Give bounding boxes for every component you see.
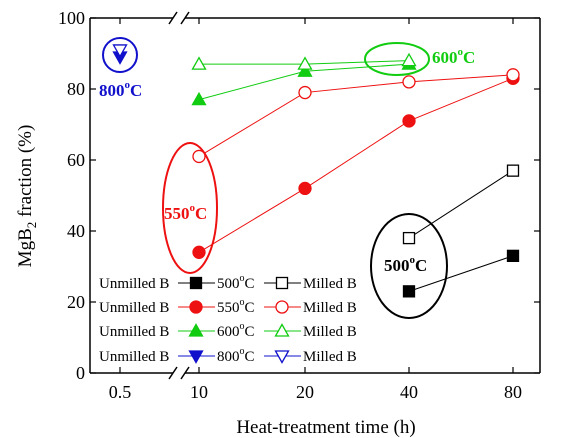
break-mark-top-2 xyxy=(180,11,190,25)
legend-row-800: Unmilled B 800oC Milled B xyxy=(99,346,357,365)
annotation-600-value: 600 xyxy=(432,48,458,67)
x-tick-label-20: 20 xyxy=(296,382,314,402)
annotation-ellipse-550 xyxy=(162,142,218,274)
legend-right-label: Milled B xyxy=(303,276,357,292)
annotation-800-value: 800 xyxy=(99,81,125,100)
x-tick-label-80: 80 xyxy=(504,382,522,402)
annotation-550-value: 550 xyxy=(164,204,190,223)
legend-marker-filled-600 xyxy=(188,323,204,337)
point-550-c-milled-b-40 xyxy=(402,75,416,89)
y-tick-label-0: 0 xyxy=(76,363,85,383)
annotation-600-unit: C xyxy=(463,48,475,67)
point-600-c-milled-b-10 xyxy=(191,56,207,70)
x-tick-label-0-5: 0.5 xyxy=(109,382,132,402)
x-axis-label: Heat-treatment time (h) xyxy=(236,417,415,438)
break-mark-bottom-2 xyxy=(180,366,190,380)
annotation-550: 550oC xyxy=(164,202,207,223)
annotation-500-degree: o xyxy=(410,254,416,266)
y-tick-label-60: 60 xyxy=(67,150,85,170)
legend-left-label: Unmilled B xyxy=(99,276,169,292)
series-800-c-milled-b xyxy=(112,44,128,58)
legend-marker-open-550 xyxy=(275,300,289,314)
annotation-550-degree: o xyxy=(190,202,196,214)
series-550-c-milled-b xyxy=(192,68,520,164)
legend-marker-open-800 xyxy=(274,350,290,364)
y-tick-label-40: 40 xyxy=(67,221,85,241)
legend-row-550: Unmilled B 550oC Milled B xyxy=(99,297,357,316)
legend-temp-label: 500oC xyxy=(217,273,255,292)
point-800-c-milled-b-0-5 xyxy=(112,44,128,58)
point-550-c-unmilled-b-20 xyxy=(298,181,312,196)
point-600-c-unmilled-b-10 xyxy=(191,91,207,106)
point-500-c-milled-b-80 xyxy=(506,164,520,177)
point-600-c-milled-b-20 xyxy=(297,56,313,70)
point-550-c-milled-b-80 xyxy=(506,68,520,82)
y-axis-label-rest: fraction (%) xyxy=(15,125,36,222)
point-500-c-milled-b-40 xyxy=(402,231,416,245)
legend-right-label: Milled B xyxy=(303,300,357,316)
legend-temp-label: 550oC xyxy=(217,297,255,316)
annotation-800-degree: o xyxy=(125,79,131,91)
series-line-500-c-milled-b xyxy=(408,170,514,239)
legend-row-500: Unmilled B 500oC Milled B xyxy=(99,273,357,292)
annotation-800-unit: C xyxy=(130,81,142,100)
annotation-550-unit: C xyxy=(195,204,207,223)
y-axis-label-main: MgB xyxy=(15,228,36,267)
annotation-500: 500oC xyxy=(384,254,427,275)
series-line-550-c-milled-b xyxy=(198,74,514,157)
point-550-c-milled-b-10 xyxy=(192,149,206,164)
legend-left-label: Unmilled B xyxy=(99,300,169,316)
point-500-c-unmilled-b-40 xyxy=(402,285,416,298)
point-500-c-unmilled-b-80 xyxy=(506,249,520,263)
series-500-c-milled-b xyxy=(402,164,520,245)
annotation-500-unit: C xyxy=(415,256,427,275)
legend-marker-filled-800 xyxy=(188,350,204,364)
legend-left-label: Unmilled B xyxy=(99,349,169,365)
series-600-c-milled-b xyxy=(191,52,417,70)
point-550-c-unmilled-b-40 xyxy=(402,114,416,128)
x-tick-label-10: 10 xyxy=(190,382,208,402)
series-layer xyxy=(112,44,520,298)
point-600-c-unmilled-b-20 xyxy=(297,63,313,77)
series-500-c-unmilled-b xyxy=(402,249,520,298)
axis-break-marks xyxy=(168,11,190,380)
plot-frame xyxy=(89,17,541,374)
annotation-ellipse-500 xyxy=(370,213,448,319)
annotation-ellipse-600 xyxy=(364,42,430,76)
legend-row-600: Unmilled B 600oC Milled B xyxy=(99,321,357,340)
legend-left-label: Unmilled B xyxy=(99,324,169,340)
annotation-800: 800oC xyxy=(99,79,142,100)
series-line-550-c-unmilled-b xyxy=(198,77,514,253)
legend-right-label: Milled B xyxy=(303,349,357,365)
legend-marker-filled-500 xyxy=(189,276,203,290)
ticks-layer: 0 20 40 60 80 100 0.5 10 20 40 80 xyxy=(58,8,540,402)
break-mark-bottom-1 xyxy=(168,366,178,380)
legend-temp-label: 800oC xyxy=(217,346,255,365)
point-550-c-milled-b-20 xyxy=(298,85,312,100)
point-550-c-unmilled-b-10 xyxy=(192,245,206,259)
break-mark-top-1 xyxy=(168,11,178,25)
legend-marker-open-500 xyxy=(275,276,289,290)
y-tick-label-20: 20 xyxy=(67,292,85,312)
y-tick-label-100: 100 xyxy=(58,8,85,28)
annotation-500-value: 500 xyxy=(384,256,410,275)
y-axis-label: MgB2 fraction (%) xyxy=(15,125,39,268)
legend-marker-open-600 xyxy=(274,323,290,337)
point-600-c-milled-b-40 xyxy=(401,52,417,67)
y-tick-label-80: 80 xyxy=(67,79,85,99)
legend-marker-filled-550 xyxy=(189,300,203,314)
annotation-600-degree: o xyxy=(458,46,464,58)
y-axis-label-sub: 2 xyxy=(24,222,39,229)
legend-right-label: Milled B xyxy=(303,324,357,340)
series-line-500-c-unmilled-b xyxy=(408,255,514,292)
legend: Unmilled B 500oC Milled B Unmilled B 550oC Mi… xyxy=(99,273,357,365)
annotation-600: 600oC xyxy=(432,46,475,67)
x-tick-label-40: 40 xyxy=(400,382,418,402)
series-550-c-unmilled-b xyxy=(192,71,520,259)
annotation-ellipse-800 xyxy=(102,37,138,73)
legend-temp-label: 600oC xyxy=(217,321,255,340)
